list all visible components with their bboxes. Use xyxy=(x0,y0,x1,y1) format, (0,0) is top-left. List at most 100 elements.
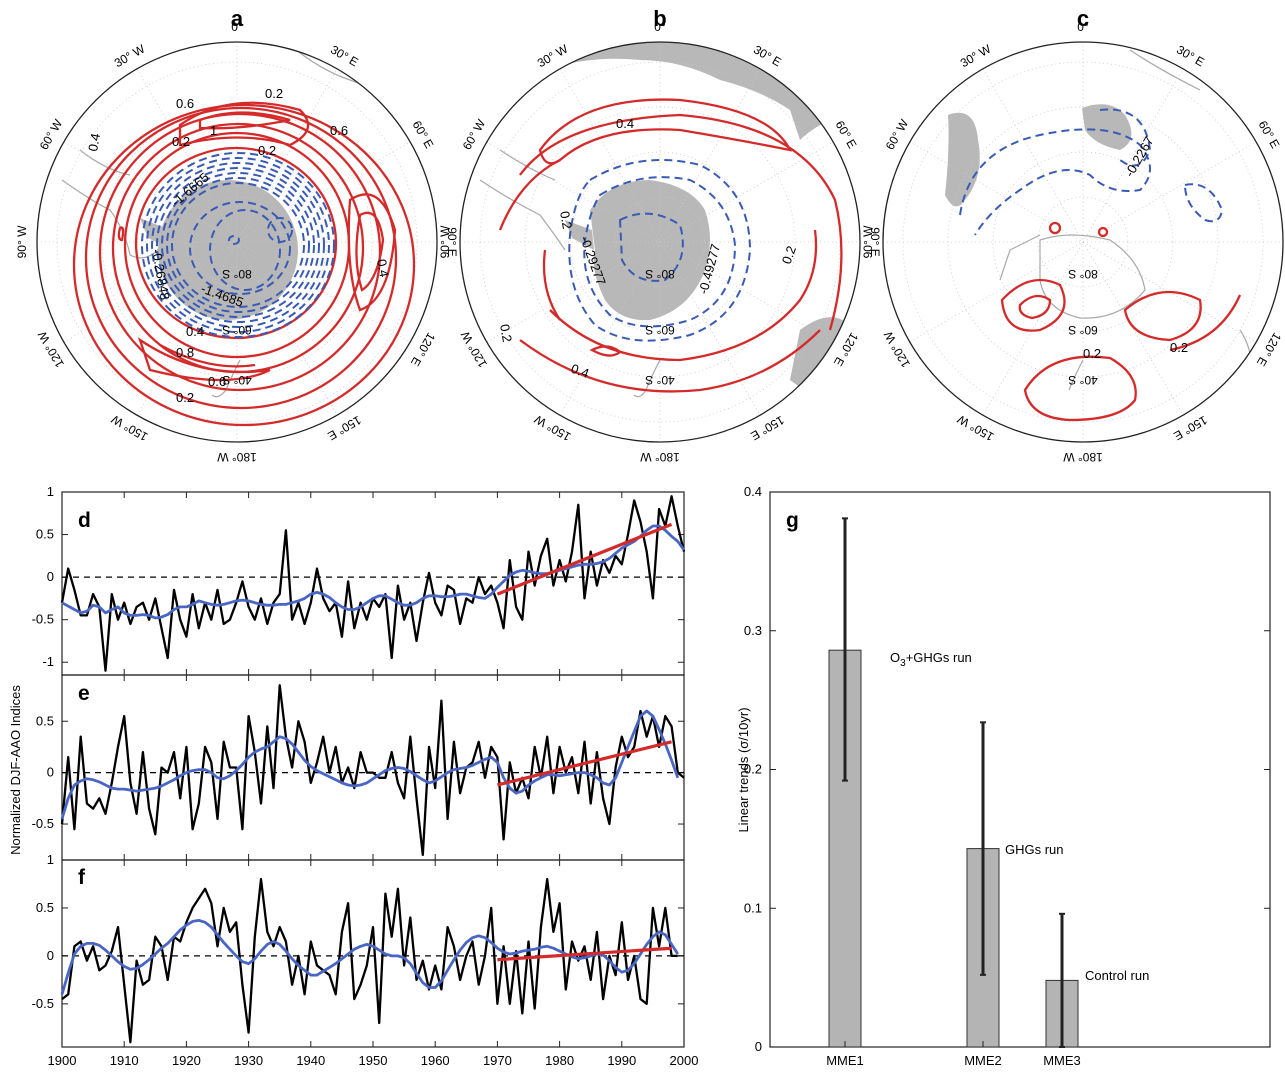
contour-label: 0.8 xyxy=(176,345,194,360)
x-tick-label: 1970 xyxy=(483,1053,512,1068)
map-b-positive-contours xyxy=(498,98,843,393)
bar-annotation: O3+GHGs run xyxy=(890,650,972,669)
lon-label: 180° W xyxy=(1063,450,1103,464)
y-tick-label: 0.5 xyxy=(36,527,54,542)
map-a-positive-contours xyxy=(72,101,416,427)
x-tick-label: 1950 xyxy=(359,1053,388,1068)
lon-label: 180° W xyxy=(217,450,257,464)
lon-label: 30° E xyxy=(751,43,784,70)
x-tick-label: 1940 xyxy=(296,1053,325,1068)
bar-annotation: Control run xyxy=(1085,968,1149,983)
contour-label: 0.2 xyxy=(779,244,799,266)
smoothed-index-line xyxy=(60,709,680,820)
panel-d-frame xyxy=(61,491,685,676)
map-panel-b: 0.4 0.2 0.2 -0.29277 -0.49277 0.2 0.4 40… xyxy=(459,41,861,443)
contour-label: 0.2 xyxy=(176,390,194,405)
panel-label-f: f xyxy=(78,866,86,889)
y-tick-label: 0.4 xyxy=(744,484,762,499)
panel-d-plot: -1 -0.5 0 0.5 1 xyxy=(32,484,686,675)
y-tick-label: 0.1 xyxy=(744,900,762,915)
bar-annotation: GHGs run xyxy=(1005,842,1064,857)
x-tick-label: 1910 xyxy=(110,1053,139,1068)
y-tick-label: 0.5 xyxy=(36,900,54,915)
lon-label: 60° E xyxy=(1256,118,1283,151)
y-tick-label: -0.5 xyxy=(32,996,54,1011)
contour-label: 0.4 xyxy=(186,324,204,339)
contour-label: 0.6 xyxy=(330,123,348,138)
lon-label: 0° xyxy=(231,20,243,34)
lat-label-80s: 80° S xyxy=(222,267,251,281)
lat-label-40s: 40° S xyxy=(1068,373,1097,387)
map-b-frame xyxy=(459,41,861,443)
lon-label: 0° xyxy=(1077,20,1089,34)
panel-label-d: d xyxy=(78,509,91,532)
map-c-graticule xyxy=(883,42,1283,442)
y-tick-label: 0.3 xyxy=(744,623,762,638)
map-c-south-america xyxy=(945,112,980,207)
smoothed-index-line xyxy=(60,919,679,995)
x-tick-label: 1930 xyxy=(234,1053,263,1068)
y-tick-label: -0.5 xyxy=(32,816,54,831)
panel-label-g: g xyxy=(786,509,799,532)
panel-f-plot: -0.5 0 0.5 1 1900 1910 1920 1930 1940 1950 1960 197… xyxy=(32,852,699,1068)
lat-label-60s: 60° S xyxy=(1068,323,1097,337)
y-tick-label: 0 xyxy=(47,948,54,963)
x-tick-label: 1980 xyxy=(545,1053,574,1068)
raw-index-line xyxy=(60,684,685,857)
x-tick-label: MME1 xyxy=(826,1053,864,1068)
lat-label-40s: 40° S xyxy=(645,373,674,387)
lon-label: 90° W xyxy=(438,225,452,258)
map-panel-a: 0.2 0.6 1 0.2 0.6 0.4 -1.6665 -0.26848 -… xyxy=(36,41,438,443)
y-tick-label: 0.5 xyxy=(36,713,54,728)
contour-label: 0.2 xyxy=(1170,340,1188,355)
lat-label-80s: 80° S xyxy=(645,267,674,281)
panel-g-plot: 0 0.1 0.2 0.3 0.4 MME1 MME2 MME3 O3+GHGs run GHGs… xyxy=(744,484,1270,1068)
lon-label: 30° E xyxy=(328,43,361,70)
panel-label-b: b xyxy=(653,6,666,31)
contour-label: 0.2 xyxy=(497,323,515,343)
bar-y-axis-label: Linear trends (σ/10yr) xyxy=(736,707,751,832)
x-tick-label: 1990 xyxy=(607,1053,636,1068)
contour-label: 0.4 xyxy=(85,132,103,152)
lat-label-60s: 60° S xyxy=(645,323,674,337)
map-b-antarctic-peninsula xyxy=(565,220,594,250)
contour-label: 1 xyxy=(210,123,217,138)
map-b-antarctica xyxy=(590,180,710,321)
contour-label: 0.4 xyxy=(616,116,634,131)
lon-label: 60° E xyxy=(833,118,860,151)
trend-line xyxy=(497,946,672,962)
y-tick-label: 0 xyxy=(47,569,54,584)
contour-label: 0.2 xyxy=(265,86,283,101)
trend-line xyxy=(496,522,673,596)
lon-label: 0° xyxy=(654,20,666,34)
contour-label: 0.4 xyxy=(569,361,591,381)
trend-line xyxy=(497,740,672,787)
y-tick-label: -0.5 xyxy=(32,612,54,627)
y-tick-label: 0 xyxy=(47,765,54,780)
map-b-negative-contours xyxy=(568,159,752,342)
contour-label: 0.2 xyxy=(258,143,276,158)
lat-label-80s: 80° S xyxy=(1068,267,1097,281)
x-tick-label: MME3 xyxy=(1043,1053,1081,1068)
contour-label: 0.2 xyxy=(557,210,575,230)
raw-index-line xyxy=(61,878,678,1044)
contour-label: 0.2 xyxy=(1083,346,1101,361)
panel-label-c: c xyxy=(1077,6,1089,31)
y-tick-label: 1 xyxy=(47,852,54,867)
lon-label: 30° E xyxy=(1174,43,1207,70)
map-c-frame xyxy=(882,41,1284,443)
map-a-frame xyxy=(36,41,438,443)
map-c-negative-contours xyxy=(959,108,1224,236)
panel-label-e: e xyxy=(78,682,90,705)
y-tick-label: 0 xyxy=(755,1039,762,1054)
map-a-negative-contours xyxy=(141,152,335,338)
panel-e-plot: -0.5 0 0.5 xyxy=(32,675,685,860)
map-c-positive-contours xyxy=(1000,221,1242,422)
lon-label: 180° W xyxy=(640,450,680,464)
x-tick-label: MME2 xyxy=(964,1053,1002,1068)
map-c-africa-patch xyxy=(1082,104,1132,150)
contour-label: 0.4 xyxy=(374,258,392,278)
map-a-antarctic-peninsula xyxy=(140,218,172,250)
contour-label: 0.2 xyxy=(172,134,190,149)
